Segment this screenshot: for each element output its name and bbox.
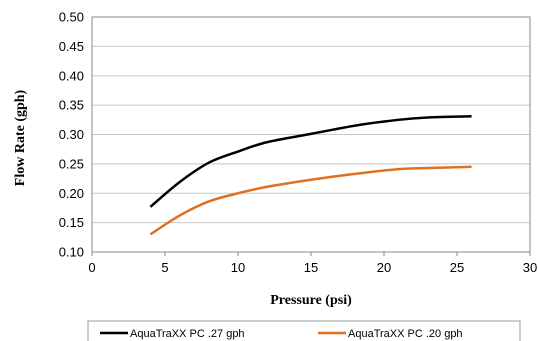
x-axis-ticks: 0 5 10 15 20 25 30 (88, 252, 537, 275)
y-tick-label: 0.30 (59, 127, 84, 142)
x-tick-label: 0 (88, 260, 95, 275)
y-tick-label: 0.15 (59, 215, 84, 230)
legend-box (87, 320, 521, 341)
y-tick-label: 0.10 (59, 245, 84, 260)
x-tick-label: 20 (377, 260, 391, 275)
series-line-2 (149, 165, 472, 236)
y-tick-label: 0.25 (59, 156, 84, 171)
legend-label: AquaTraXX PC .20 gph (348, 328, 463, 340)
series-line-1 (149, 115, 472, 208)
x-tick-label: 25 (450, 260, 464, 275)
y-tick-label: 0.50 (59, 10, 84, 25)
y-axis-title: Flow Rate (gph) (13, 89, 28, 186)
y-tick-label: 0.40 (59, 68, 84, 83)
y-tick-label: 0.45 (59, 39, 84, 54)
series-lines (149, 115, 472, 236)
x-tick-label: 10 (231, 260, 245, 275)
x-tick-label: 15 (304, 260, 318, 275)
x-tick-label: 5 (161, 260, 168, 275)
y-axis-ticks: 0.10 0.15 0.20 0.25 0.30 0.35 0.40 0.45 0.50 (59, 10, 84, 260)
x-axis-title: Pressure (psi) (270, 293, 352, 308)
legend: AquaTraXX PC .27 gph AquaTraXX PC .20 gph (87, 320, 521, 341)
legend-label: AquaTraXX PC .27 gph (130, 328, 245, 340)
y-tick-label: 0.20 (59, 186, 84, 201)
y-tick-label: 0.35 (59, 98, 84, 113)
x-tick-label: 30 (523, 260, 537, 275)
